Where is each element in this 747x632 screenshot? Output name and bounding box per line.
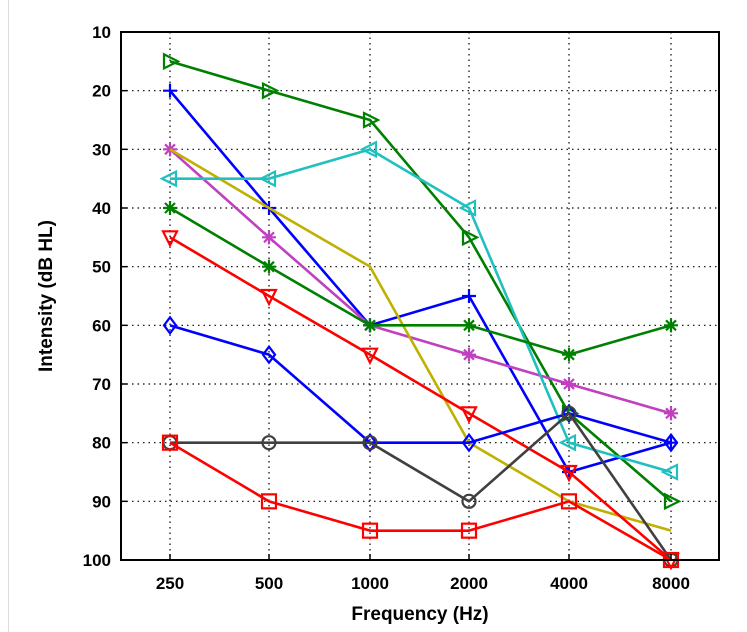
data-point-marker <box>261 435 277 451</box>
series-line <box>169 206 672 356</box>
data-series <box>162 52 682 511</box>
plot-area-frame <box>120 31 720 561</box>
data-point-marker <box>462 347 476 362</box>
y-tick-label: 50 <box>92 258 111 277</box>
series-line <box>169 148 672 415</box>
data-series <box>163 201 678 362</box>
data-point-marker <box>262 230 276 245</box>
data-point-marker <box>663 432 679 453</box>
data-point-marker <box>260 288 278 307</box>
data-point-marker <box>363 318 377 333</box>
data-point-marker <box>362 432 378 453</box>
series-line <box>169 236 672 561</box>
data-point-marker <box>560 493 578 510</box>
data-point-marker <box>162 315 178 336</box>
series-line <box>169 89 672 474</box>
data-series <box>162 315 679 453</box>
data-point-marker <box>159 169 178 188</box>
data-point-marker <box>260 493 278 510</box>
data-point-marker <box>562 377 576 391</box>
series-line <box>169 148 672 532</box>
x-tick-label: 4000 <box>550 574 588 593</box>
data-point-marker <box>460 406 478 424</box>
data-series <box>159 140 679 481</box>
y-tick-label: 20 <box>92 82 111 101</box>
data-point-marker <box>663 492 682 511</box>
y-tick-label: 90 <box>92 492 111 511</box>
data-point-marker <box>361 522 379 539</box>
data-point-marker <box>461 228 480 247</box>
y-tick-label: 30 <box>92 140 111 159</box>
x-tick-label: 2000 <box>450 574 488 593</box>
y-axis-title: Intensity (dB HL) <box>36 220 57 372</box>
data-point-marker <box>359 140 378 159</box>
data-point-marker <box>163 83 177 98</box>
data-point-marker <box>660 463 679 481</box>
series-line <box>169 441 672 562</box>
data-series <box>161 434 680 569</box>
data-series <box>163 142 678 421</box>
data-point-marker <box>163 201 177 215</box>
data-point-marker <box>362 435 378 451</box>
y-tick-label: 10 <box>92 23 111 42</box>
tick-layer: 250 500 1000 2000 4000 8000 10 20 30 40 50 60 70 80 90… <box>83 23 690 593</box>
data-point-marker <box>161 230 179 248</box>
series-line <box>170 148 672 474</box>
data-point-marker <box>261 344 277 365</box>
series-layer <box>159 52 682 571</box>
data-point-marker <box>458 199 477 217</box>
data-point-marker <box>361 347 379 366</box>
data-point-marker <box>462 318 476 333</box>
left-divider <box>8 0 9 632</box>
data-series <box>163 83 678 479</box>
x-tick-label: 250 <box>156 574 184 593</box>
series-line <box>169 324 672 444</box>
grid-layer <box>121 32 719 560</box>
x-axis-title: Frequency (Hz) <box>351 604 488 625</box>
x-tick-label: 8000 <box>652 574 690 593</box>
x-tick-label: 1000 <box>351 574 389 593</box>
y-tick-label: 60 <box>92 316 111 335</box>
data-point-marker <box>561 405 577 421</box>
data-point-marker <box>562 347 576 362</box>
y-tick-label: 70 <box>92 375 111 394</box>
data-point-marker <box>162 52 181 71</box>
series-line <box>170 412 673 561</box>
data-point-marker <box>560 464 578 483</box>
x-tick-label: 500 <box>255 574 283 593</box>
data-point-marker <box>460 522 478 539</box>
y-tick-label: 100 <box>83 551 111 570</box>
data-series <box>161 230 680 571</box>
data-point-marker <box>558 433 577 452</box>
data-point-marker <box>461 493 477 509</box>
data-point-marker <box>261 81 280 100</box>
data-series <box>169 148 672 532</box>
y-tick-label: 80 <box>92 434 111 453</box>
data-point-marker <box>258 169 277 188</box>
data-point-marker <box>461 432 477 453</box>
data-point-marker <box>462 289 476 303</box>
data-point-marker <box>362 111 381 129</box>
data-point-marker <box>262 259 276 274</box>
y-tick-label: 40 <box>92 199 111 218</box>
data-point-marker <box>664 318 678 333</box>
data-point-marker <box>664 406 678 421</box>
data-series <box>162 405 679 568</box>
data-point-marker <box>561 403 577 424</box>
data-point-marker <box>161 434 179 451</box>
data-point-marker <box>163 142 177 157</box>
